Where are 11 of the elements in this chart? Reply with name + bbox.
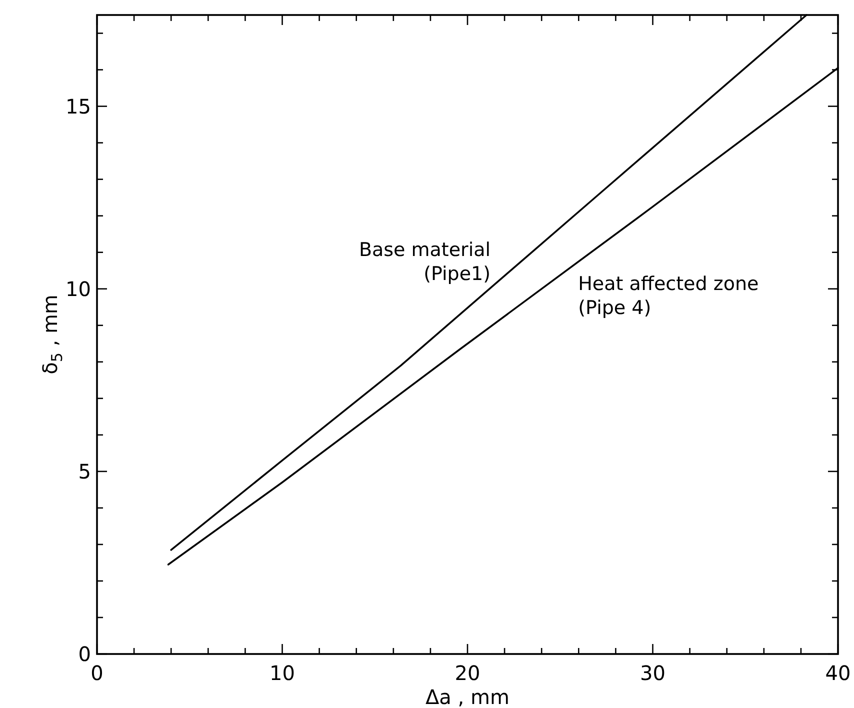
x-tick-label: 10	[270, 661, 295, 685]
y-tick-label: 15	[66, 94, 91, 118]
series-label: Heat affected zone (Pipe 4)	[578, 272, 759, 319]
y-tick-label: 10	[66, 276, 91, 301]
x-tick-label: 20	[454, 661, 480, 685]
x-axis-title: Δa , mm	[426, 685, 510, 708]
y-tick-label: 5	[78, 459, 91, 484]
x-tick-label: 40	[825, 661, 851, 685]
series-label: Base material (Pipe1)	[358, 238, 491, 285]
y-tick-label: 0	[78, 642, 91, 666]
x-tick-label: 30	[640, 661, 666, 685]
